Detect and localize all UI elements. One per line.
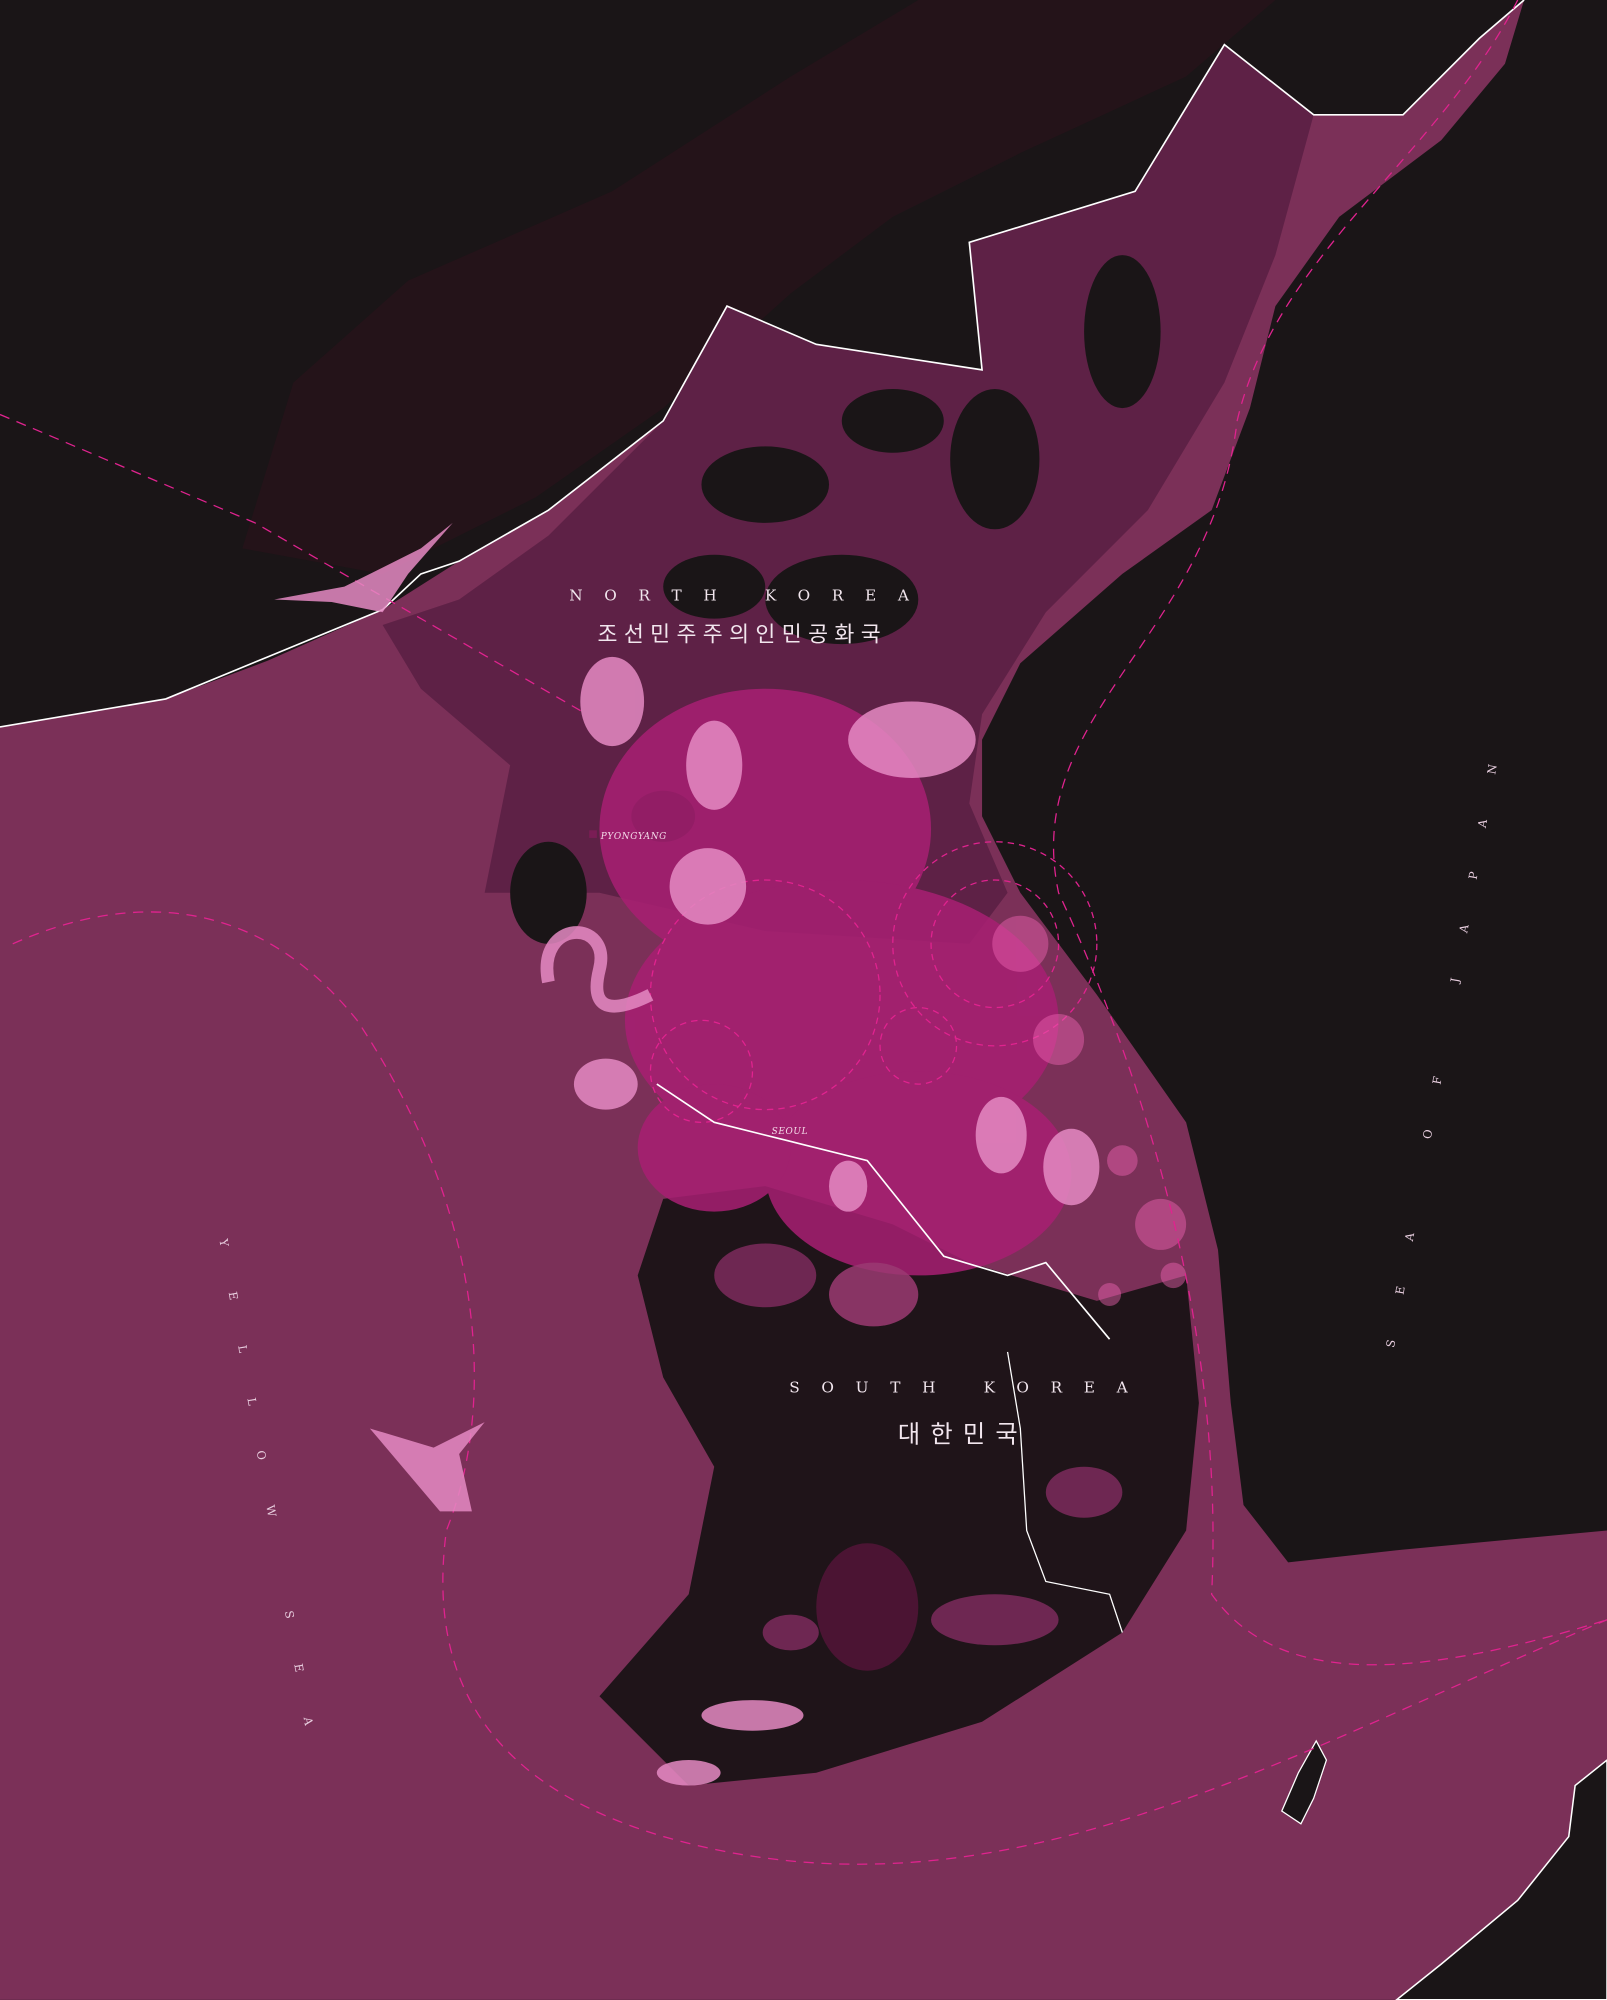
goral-icon <box>686 720 743 810</box>
city-pyongyang: PYONGYANG <box>589 830 667 842</box>
deer-icon <box>669 848 747 925</box>
whale-tail-icon <box>369 1422 485 1512</box>
dmz-border <box>656 1083 1111 1340</box>
mandarin-ducks-icon <box>573 1058 638 1110</box>
north-korea-label: NORTH KOREA <box>569 587 930 605</box>
island <box>1280 1739 1328 1825</box>
eagle-icon <box>274 522 453 613</box>
leopard-icon <box>975 1096 1027 1174</box>
north-korea-native-label: 조선민주주의인민공화국 <box>598 623 887 648</box>
seal-icon <box>701 1700 804 1731</box>
wolf-icon <box>580 656 645 747</box>
bokeh-dots <box>992 915 1187 1307</box>
china-border <box>0 0 1525 728</box>
bear-icon <box>829 1262 919 1327</box>
south-korea-land <box>599 1186 1199 1786</box>
maritime-boundaries <box>0 0 1607 1865</box>
leopard-icon-2 <box>1043 1128 1100 1206</box>
china-dotted-region <box>242 0 1276 574</box>
otter-icon <box>656 1760 721 1786</box>
south-korea-terrain <box>714 1243 1123 1671</box>
city-label-pyongyang: PYONGYANG <box>600 832 667 842</box>
south-korea-label: SOUTH KOREA <box>789 1379 1149 1397</box>
snake-icon <box>540 926 654 1013</box>
lynx-icon <box>829 1160 868 1212</box>
south-boundary-line <box>1006 1351 1123 1633</box>
vulture-icon <box>848 701 976 778</box>
city-label-seoul: SEOUL <box>772 1127 809 1137</box>
south-korea-native-label: 대한민국 <box>898 1420 1028 1448</box>
north-korea-terrain <box>510 255 1161 944</box>
